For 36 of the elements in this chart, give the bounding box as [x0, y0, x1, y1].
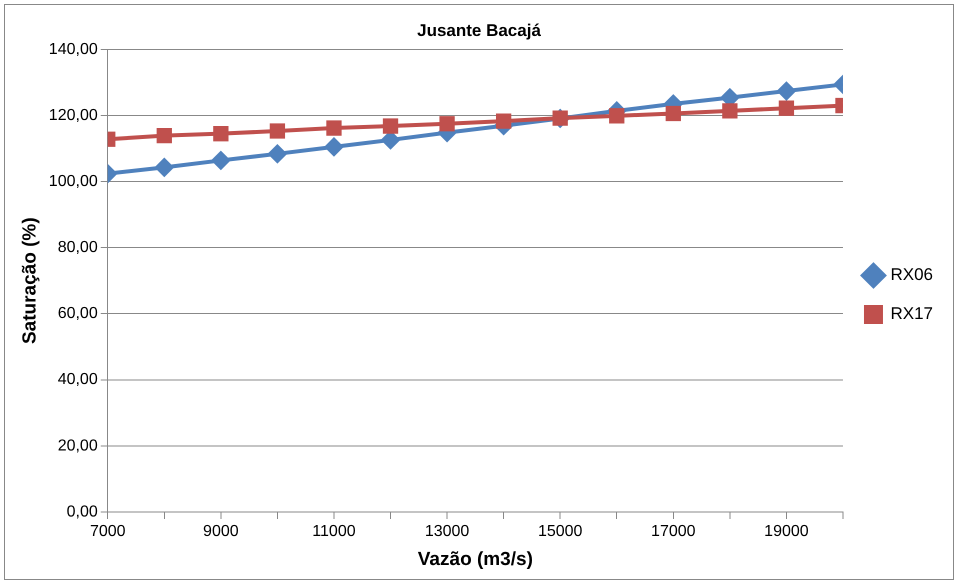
- legend-label: RX17: [890, 304, 934, 324]
- y-tick-label: 140,00: [48, 40, 98, 58]
- point: [382, 118, 398, 134]
- point: [156, 128, 172, 144]
- point: [722, 103, 738, 119]
- y-tick-label: 80,00: [58, 239, 98, 256]
- x-tick-label: 9000: [203, 523, 239, 540]
- point: [212, 151, 230, 170]
- y-tick-label: 100,00: [48, 172, 98, 190]
- point: [155, 158, 174, 176]
- y-tick-label: 120,00: [48, 106, 98, 124]
- point: [778, 100, 794, 116]
- point: [270, 123, 286, 139]
- point: [324, 138, 343, 156]
- x-tick-label: 15000: [538, 523, 583, 540]
- point: [777, 82, 796, 100]
- point: [213, 126, 229, 142]
- point: [666, 106, 681, 122]
- y-tick-label: 60,00: [58, 305, 98, 322]
- point: [609, 108, 624, 124]
- x-axis-title: Vazão (m3/s): [418, 548, 533, 570]
- x-tick-label: 19000: [764, 523, 809, 540]
- point: [496, 113, 512, 129]
- y-axis-title: Saturação (%): [20, 217, 41, 344]
- x-tick-label: 17000: [651, 523, 696, 540]
- legend-label: RX06: [890, 265, 934, 284]
- y-tick-label: 20,00: [58, 437, 98, 454]
- point: [268, 144, 286, 163]
- chart-title: Jusante Bacajá: [417, 20, 542, 40]
- x-tick-label: 11000: [312, 523, 356, 540]
- point: [439, 116, 455, 132]
- y-tick-label: 40,00: [58, 371, 98, 388]
- x-tick-label: 13000: [424, 523, 470, 540]
- x-tick-label: 7000: [90, 523, 126, 540]
- y-tick-label: 0,00: [66, 503, 98, 520]
- point: [326, 120, 342, 136]
